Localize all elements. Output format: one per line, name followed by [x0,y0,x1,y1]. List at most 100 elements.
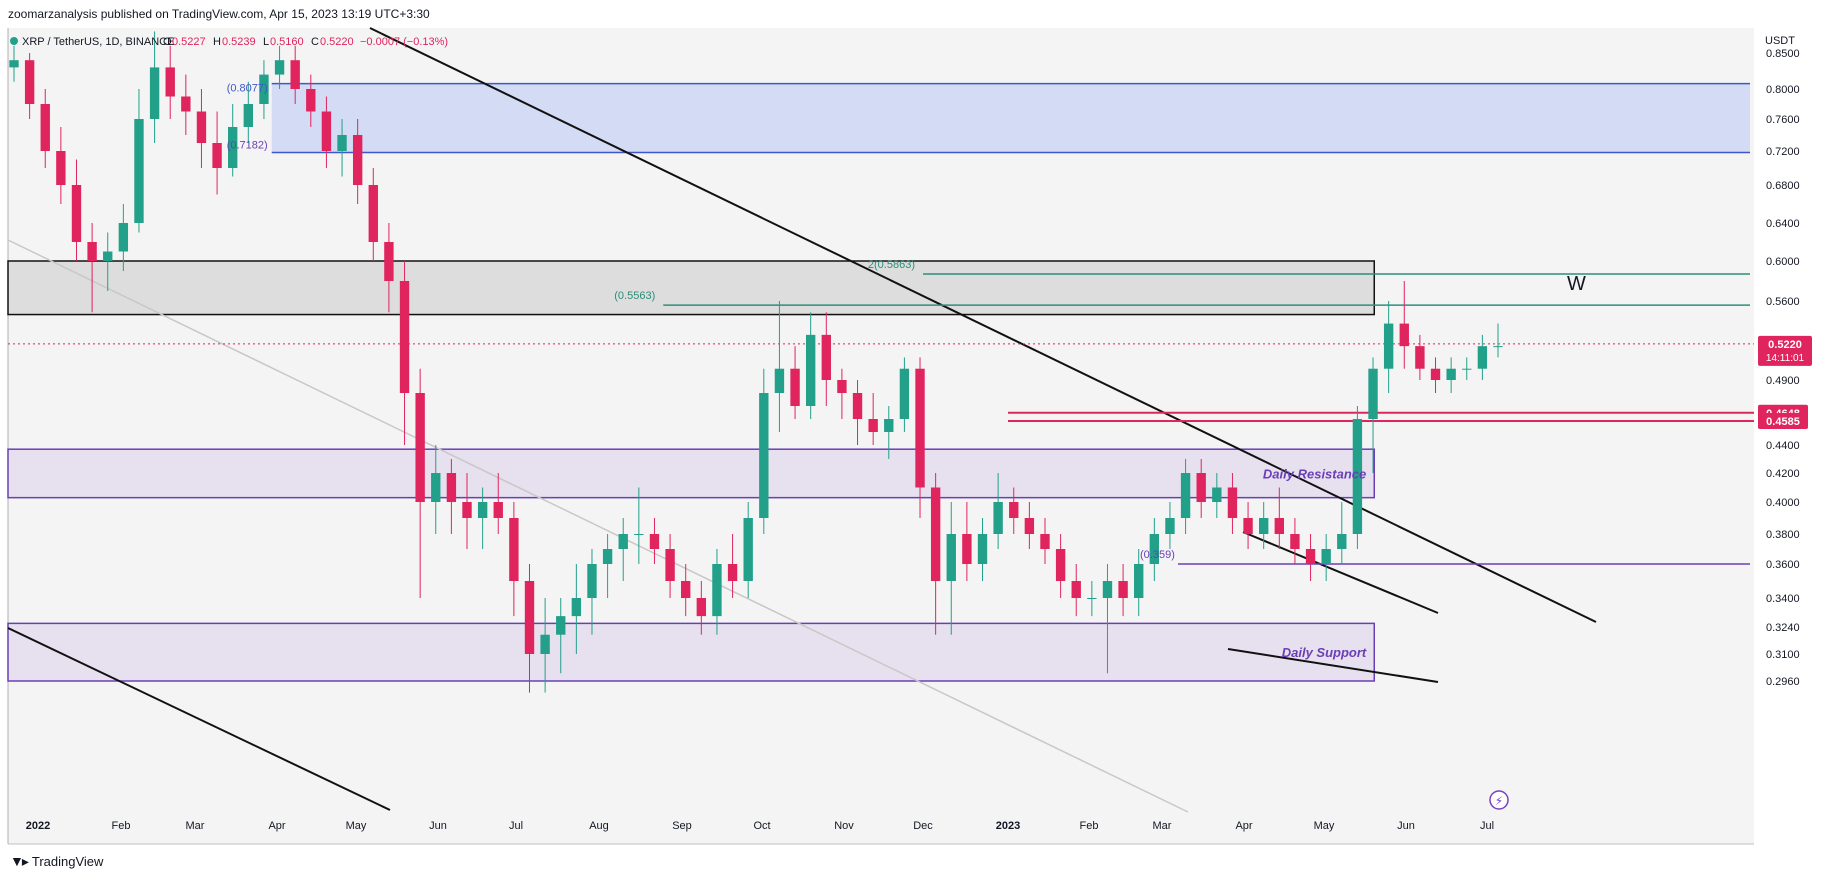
blue-supply-zone-top-label: (0.8077) [227,83,268,95]
candle-body [743,518,753,581]
candle-body [790,368,800,406]
candle-body [571,598,582,617]
y-axis[interactable]: 0.46480.45850.522014:11:010.85000.80000.… [1758,48,1812,688]
candle-body [868,419,878,432]
candle-body [1446,368,1456,380]
candle-body [884,419,894,432]
lightning-icon-circle [1489,790,1509,810]
tradingview-logo[interactable]: ▼▸ TradingView [10,852,103,870]
candle-body [587,564,597,598]
candle-body [477,502,488,518]
candle-body [1024,518,1035,534]
candle-body [462,502,472,518]
candle-body [915,368,925,488]
candle-body [821,334,831,380]
candle-body [1337,534,1347,549]
candle-body [1352,419,1363,534]
lightning-icon: ⚡ [1495,794,1503,808]
legend-c-label: C [311,36,319,48]
candle-body [134,119,144,223]
x-tick-label: 2023 [996,820,1020,832]
fib-label-1: 2(0.5863) [868,259,915,271]
y-tick-label: 0.4000 [1766,497,1800,509]
candle-body [1212,487,1222,502]
candle-body [977,534,988,564]
candle-body [56,151,66,185]
candle-body [259,74,269,104]
x-tick-label: Nov [834,820,854,832]
candles-layer [9,31,1503,693]
y-tick-label: 0.2960 [1766,676,1800,688]
candle-body [103,251,113,261]
y-tick-label: 0.4900 [1766,375,1800,387]
legend-h-label: H [213,36,221,48]
support-line-label: (0.359) [1140,549,1175,561]
red-level-tag-1 [1758,412,1808,429]
legend-l-value: 0.5160 [270,36,304,48]
gray-zone-border [7,260,1376,316]
y-tick-label: 0.3600 [1766,559,1800,571]
candle-body [446,473,457,502]
plot-background [8,28,1754,844]
w-pattern-label: W [1567,273,1586,295]
price-chart[interactable]: (0.8077) (0.7182) Daily Resistance Daily Su… [0,0,1834,850]
legend-symbol: XRP / TetherUS, 1D, BINANCE [22,36,174,48]
y-tick-label: 0.3800 [1766,529,1800,541]
candle-body [1430,368,1441,380]
candle-body [368,185,378,242]
daily-resistance-border [7,448,1376,499]
y-tick-label: 0.3100 [1766,649,1800,661]
price-axis-background [1754,28,1834,844]
blue-supply-zone-fill [271,83,1750,153]
legend-o-label: O [163,36,172,48]
candle-body [1040,534,1050,549]
gray-diagonal-line [7,239,1189,813]
candle-body [493,502,503,518]
candle-body [196,111,207,143]
candle-body [212,143,222,168]
current-price-tag [1758,335,1812,366]
x-axis[interactable]: 2022 Feb Mar Apr May Jun Jul Aug Sep Oct Nov Dec 202… [26,820,1494,832]
candle-body [540,634,550,654]
legend-l-label: L [263,36,269,48]
candle-body [1462,368,1472,370]
candle-body [727,564,738,581]
candle-body [1290,534,1300,549]
candle-body [1258,518,1269,534]
y-tick-label: 0.6000 [1766,256,1800,268]
candle-body [618,534,628,549]
candle-body [774,368,785,393]
y-tick-label: 0.8500 [1766,48,1800,60]
published-text: zoomarzanalysis published on TradingView… [8,7,430,21]
candle-body [384,242,394,281]
x-tick-label: Mar [186,820,205,832]
y-tick-label: 0.7600 [1766,114,1800,126]
fib-label-0: (0.5563) [614,290,655,302]
candle-body [1087,598,1097,599]
candle-body [946,534,956,581]
candle-body [399,281,410,393]
candle-body [1134,564,1144,598]
candle-body [509,518,519,581]
y-tick-label: 0.8000 [1766,84,1800,96]
long-downtrend-line [369,27,1597,623]
candle-body [9,60,19,68]
x-tick-label: Aug [589,820,609,832]
axis-unit-label: USDT [1765,35,1795,47]
y-tick-label: 0.5600 [1766,296,1800,308]
candle-body [24,60,35,104]
x-tick-label: Feb [112,820,131,832]
candle-body [1071,581,1081,598]
candle-body [165,67,175,97]
candle-body [759,393,769,518]
candle-body [149,67,160,119]
x-tick-label: May [1314,820,1335,832]
candle-body [337,135,347,151]
candle-body [71,185,82,242]
candle-body [930,487,941,581]
candle-body [556,616,566,635]
candle-body [1321,549,1331,564]
candle-body [805,334,816,406]
legend-change: −0.0007 (−0.13%) [360,36,448,48]
candle-body [352,135,363,185]
